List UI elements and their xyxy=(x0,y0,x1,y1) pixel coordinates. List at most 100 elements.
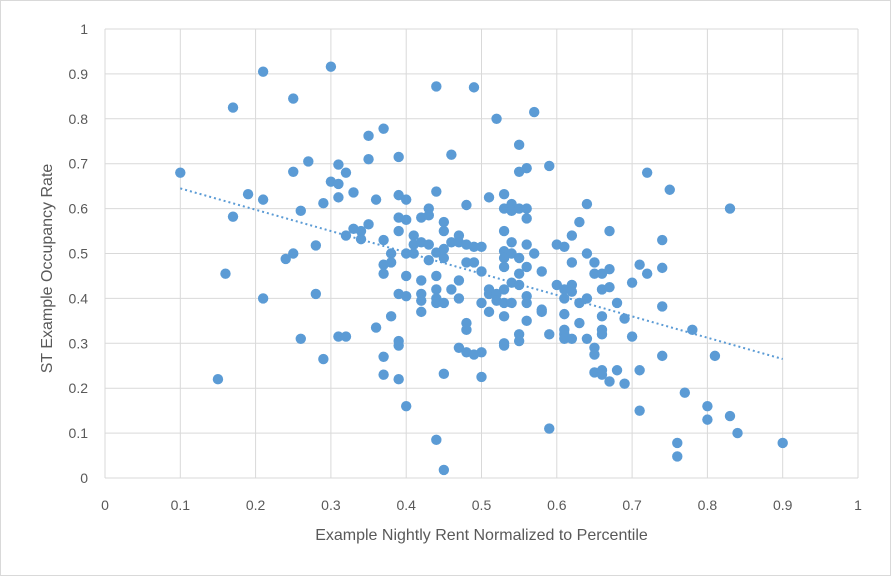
y-tick-label: 0.5 xyxy=(69,246,89,262)
data-point xyxy=(438,225,450,237)
data-point xyxy=(619,313,630,324)
data-point xyxy=(679,387,691,398)
data-point xyxy=(634,259,645,270)
data-point xyxy=(596,369,608,380)
data-point xyxy=(461,257,472,268)
data-point xyxy=(491,113,502,125)
data-point xyxy=(657,301,668,312)
data-point xyxy=(212,374,224,385)
data-point xyxy=(393,189,404,201)
y-tick-label: 0.9 xyxy=(69,66,89,82)
data-point xyxy=(521,162,532,174)
data-points xyxy=(175,61,788,476)
data-point xyxy=(498,261,510,273)
data-point xyxy=(641,268,653,279)
x-tick-label: 0.8 xyxy=(698,497,718,513)
data-point xyxy=(340,167,352,178)
data-point xyxy=(702,414,713,425)
x-tick-label: 0.4 xyxy=(396,497,416,513)
data-point xyxy=(438,464,450,476)
x-tick-label: 0.6 xyxy=(547,497,567,513)
data-point xyxy=(596,268,608,279)
data-point xyxy=(257,194,269,205)
data-point xyxy=(566,230,578,241)
data-point xyxy=(604,281,615,293)
data-point xyxy=(431,270,442,282)
data-point xyxy=(431,186,442,197)
data-point xyxy=(333,159,344,170)
data-point xyxy=(257,66,269,77)
y-tick-label: 0.6 xyxy=(69,201,89,217)
x-tick-label: 0.9 xyxy=(773,497,793,513)
x-tick-label: 1 xyxy=(854,497,862,513)
data-point xyxy=(521,213,532,224)
data-point xyxy=(393,374,404,385)
data-point xyxy=(363,154,374,165)
data-point xyxy=(604,264,615,275)
data-point xyxy=(370,194,382,205)
data-point xyxy=(574,216,585,228)
data-point xyxy=(498,297,510,309)
data-point xyxy=(483,288,495,300)
data-point xyxy=(589,349,600,360)
data-point xyxy=(408,230,419,241)
data-point xyxy=(438,297,450,309)
data-point xyxy=(363,219,374,230)
x-axis-title: Example Nightly Rent Normalized to Perce… xyxy=(315,527,648,544)
data-point xyxy=(476,347,487,358)
data-point xyxy=(416,295,427,306)
data-point xyxy=(385,311,397,322)
data-point xyxy=(288,166,299,177)
data-point xyxy=(604,376,615,387)
x-tick-label: 0.2 xyxy=(246,497,266,513)
data-point xyxy=(310,240,322,251)
trendline xyxy=(180,187,783,360)
data-point xyxy=(401,400,412,412)
y-tick-label: 1 xyxy=(80,21,88,37)
data-point xyxy=(393,340,404,351)
data-point xyxy=(596,329,608,340)
data-point xyxy=(581,293,593,304)
data-point xyxy=(333,331,344,342)
data-point xyxy=(378,268,389,279)
data-point xyxy=(544,423,555,434)
data-point xyxy=(581,198,593,210)
data-point xyxy=(431,434,442,446)
data-point xyxy=(318,198,329,209)
x-tick-label: 0.5 xyxy=(472,497,492,513)
data-point xyxy=(483,192,495,203)
data-point xyxy=(513,279,525,291)
data-point xyxy=(378,123,389,134)
data-point xyxy=(438,368,450,380)
data-point xyxy=(672,451,683,462)
data-point xyxy=(227,102,239,113)
data-point xyxy=(724,203,736,214)
data-point xyxy=(453,275,465,286)
data-point xyxy=(657,234,668,246)
data-point xyxy=(634,405,645,416)
data-point xyxy=(596,311,608,322)
data-point xyxy=(310,288,322,300)
data-point xyxy=(513,268,525,279)
data-point xyxy=(521,315,532,327)
data-point xyxy=(453,293,465,304)
data-point xyxy=(461,199,472,211)
data-point xyxy=(423,210,434,221)
data-point xyxy=(589,257,600,268)
y-tick-label: 0.7 xyxy=(69,156,89,172)
data-point xyxy=(506,297,517,309)
data-point xyxy=(498,189,510,200)
x-tick-label: 0.1 xyxy=(171,497,191,513)
data-point xyxy=(370,322,382,333)
y-tick-labels: 0 0.1 0.2 0.3 0.4 0.5 0.6 0.7 0.8 0.9 1 xyxy=(69,21,89,486)
data-point xyxy=(521,203,532,214)
data-point xyxy=(385,248,397,259)
data-point xyxy=(536,266,547,277)
data-point xyxy=(355,233,367,245)
y-tick-label: 0.3 xyxy=(69,335,89,351)
data-point xyxy=(318,353,329,365)
data-point xyxy=(340,230,352,241)
trendline-group xyxy=(180,187,783,360)
data-point xyxy=(657,262,668,274)
